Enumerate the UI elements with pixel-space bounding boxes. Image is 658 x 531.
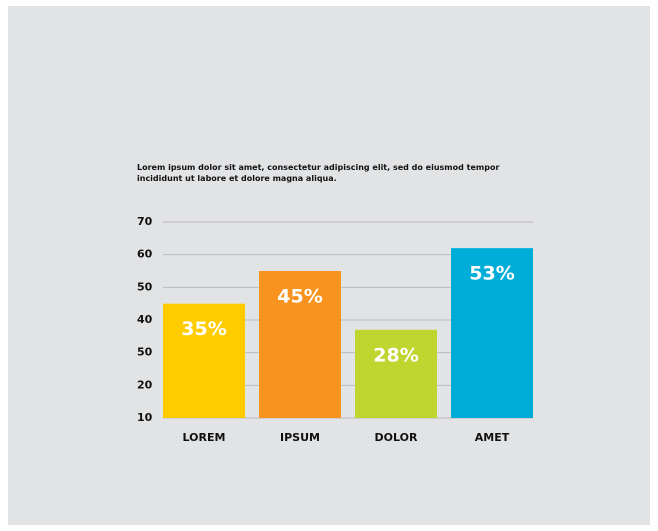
- y-tick-label: 20: [137, 378, 153, 391]
- chart-title: Lorem ipsum dolor sit amet, consectetur …: [137, 163, 500, 183]
- bar-label: 53%: [469, 263, 514, 285]
- bar-label: 45%: [277, 286, 322, 308]
- y-tick-label: 10: [137, 411, 153, 424]
- y-tick-label: 50: [137, 280, 153, 293]
- x-tick-label: AMET: [475, 431, 510, 444]
- bar-label: 28%: [373, 344, 418, 366]
- bar: [259, 271, 341, 418]
- bar: [451, 248, 533, 418]
- x-tick-label: LOREM: [183, 431, 226, 444]
- y-tick-label: 40: [137, 313, 153, 326]
- x-tick-label: IPSUM: [280, 431, 320, 444]
- bar: [355, 329, 437, 418]
- x-tick-label: DOLOR: [375, 431, 418, 444]
- y-tick-label: 50: [137, 346, 153, 359]
- bar-label: 35%: [181, 318, 226, 340]
- y-tick-label: 70: [137, 215, 153, 228]
- y-tick-label: 60: [137, 248, 153, 261]
- background: [8, 6, 650, 525]
- bar: [163, 303, 245, 418]
